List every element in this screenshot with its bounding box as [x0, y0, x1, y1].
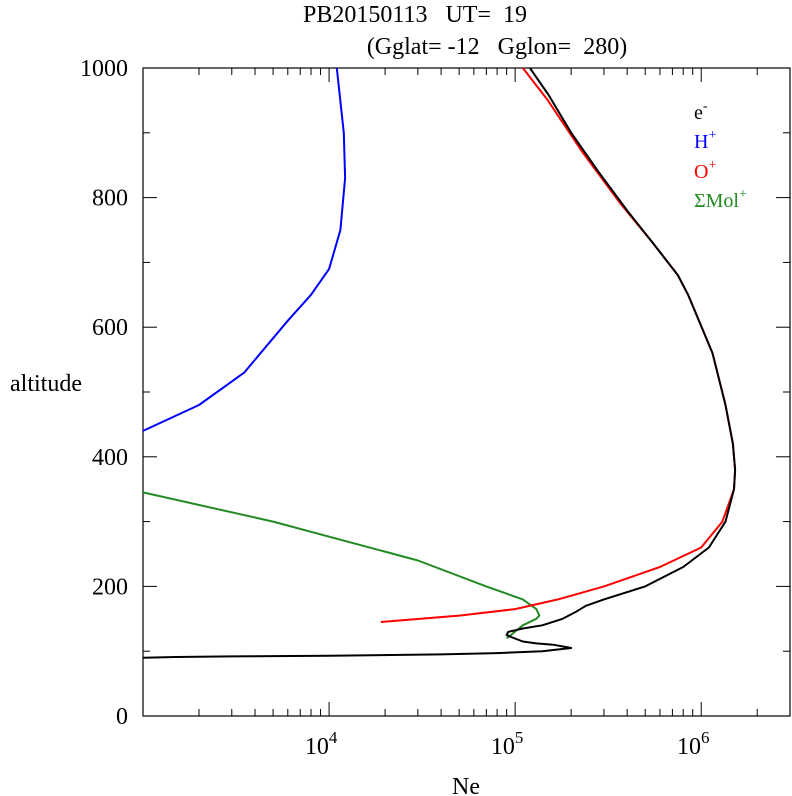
x-tick-label-exponent: 4: [329, 728, 338, 747]
x-tick-label-exponent: 6: [701, 728, 710, 747]
legend: e-H+O+ΣMol+: [694, 99, 747, 212]
x-tick-label-base: 10: [677, 734, 701, 760]
legend-label-superscript: +: [708, 158, 716, 173]
series-line-3: [142, 491, 541, 640]
chart-title-line1: PB20150113 UT= 19: [303, 2, 527, 28]
series-line-2: [380, 67, 737, 623]
y-tick-label: 0: [116, 704, 128, 730]
y-tick-label: 200: [92, 574, 128, 600]
x-tick-label: 106: [677, 728, 710, 760]
x-tick-label-base: 10: [305, 734, 329, 760]
plot-frame: [142, 67, 791, 717]
legend-label: O: [694, 161, 708, 183]
legend-entry-0: e-: [694, 99, 708, 124]
legend-label-superscript: +: [739, 187, 747, 202]
y-tick-labels: 0 200 400 600 800 1000: [80, 56, 128, 730]
x-tick-label-exponent: 5: [515, 728, 524, 747]
x-tick-label: 105: [491, 728, 524, 760]
y-tick-label: 400: [92, 445, 128, 471]
legend-label-superscript: +: [708, 128, 716, 143]
axis-ticks: [143, 67, 790, 717]
x-tick-label: 104: [305, 728, 338, 760]
y-tick-label: 800: [92, 186, 128, 212]
legend-label: H: [694, 131, 708, 153]
x-tick-labels: 104 105 106: [305, 728, 710, 760]
chart-title-line2: (Gglat= -12 Gglon= 280): [367, 34, 627, 60]
y-tick-label: 1000: [80, 56, 128, 82]
legend-label: ΣMol: [694, 190, 739, 212]
legend-entry-2: O+: [694, 158, 716, 183]
series-line-1: [142, 67, 347, 432]
y-axis-label: altitude: [10, 371, 82, 397]
legend-label: e: [694, 102, 703, 124]
series-line-0: [142, 67, 737, 659]
series-layer: [142, 67, 737, 659]
y-tick-label: 600: [92, 315, 128, 341]
x-tick-label-base: 10: [491, 734, 515, 760]
legend-label-superscript: -: [703, 99, 708, 114]
legend-entry-3: ΣMol+: [694, 187, 747, 212]
legend-entry-1: H+: [694, 128, 716, 153]
x-axis-label: Ne: [452, 774, 480, 796]
